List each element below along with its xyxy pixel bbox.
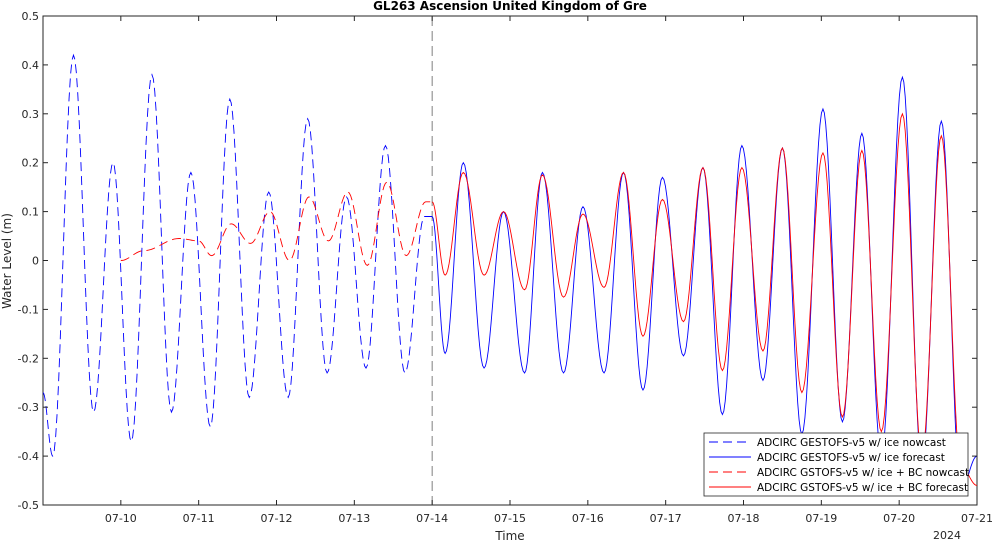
series-line-3: [120, 181, 433, 266]
x-axis: 07-10 07-11 07-12 07-13 07-14 07-15 07-16 07-17…: [105, 16, 992, 525]
series-layer: [43, 53, 977, 491]
legend-entry-label: ADCIRC GSTOFS-v5 w/ ice + BC nowcast: [757, 467, 969, 479]
y-tick-label: 0: [32, 255, 39, 268]
x-tick-label: 07-11: [183, 512, 215, 525]
y-axis-title: Water Level (m): [0, 213, 14, 309]
y-tick-label: -0.5: [18, 499, 39, 512]
x-tick-label: 07-18: [728, 512, 760, 525]
series-line-1: [43, 53, 433, 458]
legend-entry-label: ADCIRC GESTOFS-v5 w/ ice forecast: [757, 452, 945, 464]
x-tick-label: 07-12: [261, 512, 293, 525]
x-tick-label: 07-20: [883, 512, 915, 525]
legend-box: [703, 432, 969, 497]
x-tick-label: 07-14: [416, 512, 448, 525]
x-tick-label: 07-19: [805, 512, 837, 525]
x-tick-label: 07-16: [572, 512, 604, 525]
x-axis-year-label: 2024: [933, 529, 961, 541]
x-tick-label: 07-21: [961, 512, 992, 525]
y-tick-label: -0.1: [18, 303, 39, 316]
y-tick-label: 0.3: [22, 108, 40, 121]
y-tick-label: 0.5: [22, 10, 40, 23]
y-tick-label: 0.4: [22, 59, 40, 72]
chart-title: GL263 Ascension United Kingdom of Gre: [373, 0, 647, 13]
series-line-4: [431, 112, 977, 486]
y-axis: -0.5 -0.4 -0.3 -0.2 -0.1 0 0.1 0.2 0.3 0.4 0.5: [18, 10, 977, 512]
x-tick-label: 07-13: [338, 512, 370, 525]
legend-entry-label: ADCIRC GESTOFS-v5 w/ ice nowcast: [757, 437, 946, 449]
legend-entry-label: ADCIRC GSTOFS-v5 w/ ice + BC forecast: [757, 482, 968, 494]
x-axis-title: Time: [494, 529, 524, 541]
legend: ADCIRC GESTOFS-v5 w/ ice nowcast ADCIRC G…: [703, 432, 969, 497]
y-tick-label: -0.4: [18, 450, 39, 463]
x-tick-label: 07-15: [494, 512, 526, 525]
y-tick-label: -0.3: [18, 401, 39, 414]
y-tick-label: 0.1: [22, 206, 40, 219]
y-tick-label: -0.2: [18, 352, 39, 365]
plot-area: [42, 15, 978, 506]
y-tick-label: 0.2: [22, 157, 40, 170]
x-tick-label: 07-10: [105, 512, 137, 525]
x-tick-label: 07-17: [650, 512, 682, 525]
